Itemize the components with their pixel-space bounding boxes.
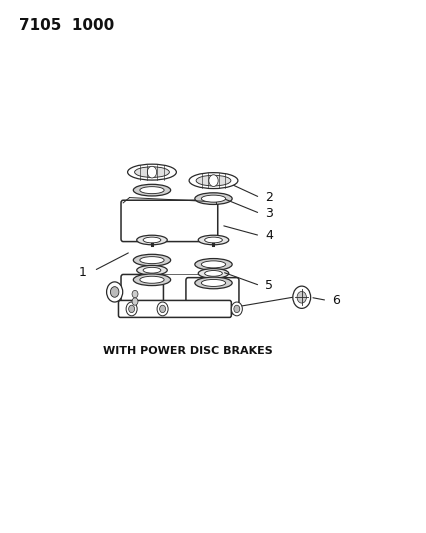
Ellipse shape [201,261,225,268]
Text: 5: 5 [265,279,273,292]
Circle shape [292,286,310,309]
Circle shape [208,175,218,187]
Ellipse shape [196,175,230,186]
Circle shape [126,302,137,316]
FancyBboxPatch shape [121,200,217,241]
Circle shape [110,287,118,297]
Ellipse shape [201,279,225,286]
Circle shape [132,298,138,305]
Circle shape [147,166,156,178]
Text: 6: 6 [331,294,340,307]
Ellipse shape [140,256,164,264]
FancyBboxPatch shape [185,278,239,314]
Circle shape [231,302,242,316]
Text: 3: 3 [265,207,273,220]
Circle shape [296,292,306,303]
Circle shape [106,282,122,302]
Text: 1: 1 [78,266,86,279]
Ellipse shape [127,164,176,180]
Circle shape [132,290,138,298]
Ellipse shape [134,167,169,177]
Text: WITH POWER DISC BRAKES: WITH POWER DISC BRAKES [103,346,272,356]
Ellipse shape [201,195,225,202]
FancyBboxPatch shape [118,301,231,317]
Ellipse shape [204,237,222,243]
Ellipse shape [204,271,222,276]
Ellipse shape [133,254,170,266]
Ellipse shape [140,187,164,193]
Ellipse shape [133,184,170,196]
Ellipse shape [140,276,164,283]
Ellipse shape [133,274,170,286]
FancyBboxPatch shape [159,274,211,311]
Circle shape [233,305,239,313]
Text: 2: 2 [265,191,273,204]
Circle shape [159,305,165,313]
Text: 7105  1000: 7105 1000 [19,18,114,34]
Ellipse shape [194,193,232,205]
Ellipse shape [143,268,161,273]
Ellipse shape [198,235,228,245]
Ellipse shape [194,277,232,289]
Ellipse shape [189,173,237,189]
Ellipse shape [194,259,232,270]
Circle shape [157,302,168,316]
Text: 4: 4 [265,229,273,242]
Ellipse shape [143,237,161,243]
FancyBboxPatch shape [121,274,163,311]
Ellipse shape [198,269,228,278]
Ellipse shape [136,265,167,275]
Circle shape [128,305,134,313]
Ellipse shape [136,235,167,245]
